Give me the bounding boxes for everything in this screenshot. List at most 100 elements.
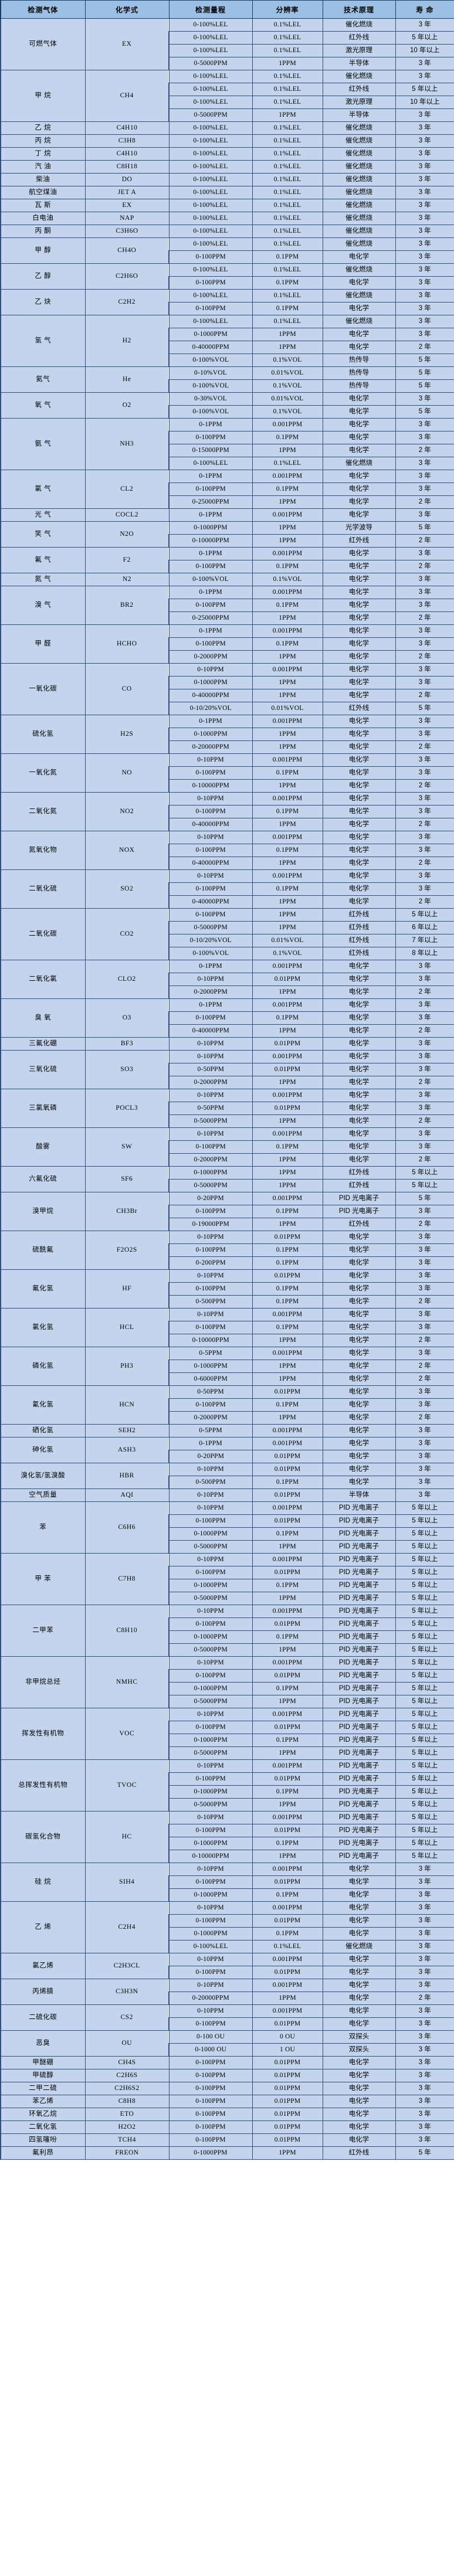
lifespan-cell: 3 年 xyxy=(395,315,454,328)
detection-range-cell: 0-10PPM xyxy=(168,1501,253,1515)
resolution-cell: 0.1PPM xyxy=(252,276,323,290)
table-row: 0-1000 OU 1 OU 双探头 3 年 xyxy=(1,2043,454,2057)
detection-range-cell: 0-1PPM xyxy=(168,508,253,522)
table-row: 0-50PPM 0.01PPM 电化学 3 年 xyxy=(1,1063,454,1076)
resolution-cell: 0.1PPM xyxy=(252,1321,323,1334)
technology-cell: 电化学 xyxy=(322,1256,396,1270)
chemical-formula-cell: C2H6S2 xyxy=(84,2082,170,2095)
resolution-cell: 0.01PPM xyxy=(252,1875,323,1889)
resolution-cell: 1PPM xyxy=(252,1360,323,1373)
lifespan-cell: 2 年 xyxy=(395,1076,454,1089)
technology-cell: 红外线 xyxy=(322,1166,396,1180)
table-row: 硅 烷 SIH4 0-10PPM 0.001PPM 电化学 3 年 xyxy=(0,1863,454,1902)
table-row: 0-2000PPM 1PPM 电化学 2 年 xyxy=(1,985,454,999)
gas-name-cell: 氟 气 xyxy=(0,547,86,573)
detection-range-cell: 0-100PPM xyxy=(168,250,253,264)
resolution-cell: 1PPM xyxy=(252,1334,323,1347)
resolution-cell: 1PPM xyxy=(252,650,323,664)
detection-range-cell: 0-5000PPM xyxy=(168,921,253,934)
resolution-cell: 1PPM xyxy=(252,728,323,741)
detection-range-cell: 0-1PPM xyxy=(168,586,253,599)
technology-cell: 催化燃烧 xyxy=(322,212,396,225)
lifespan-cell: 3 年 xyxy=(395,108,454,122)
resolution-cell: 1PPM xyxy=(252,1411,323,1425)
lifespan-cell: 2 年 xyxy=(395,534,454,548)
table-row: 非甲烷总烃 NMHC 0-10PPM 0.001PPM PID 光电离子 5 年以上 xyxy=(0,1656,454,1708)
lifespan-cell: 3 年 xyxy=(395,1888,454,1902)
resolution-cell: 0.1PPM xyxy=(252,1476,323,1489)
resolution-cell: 1PPM xyxy=(252,985,323,999)
chemical-formula-cell: O3 xyxy=(84,998,170,1038)
technology-cell: 电化学 xyxy=(322,444,396,457)
detection-range-cell: 0-1PPM xyxy=(168,960,253,973)
table-row: 六氟化硫 SF6 0-1000PPM 1PPM 红外线 5 年以上 xyxy=(0,1166,454,1192)
chemical-formula-cell: HCHO xyxy=(84,624,170,664)
table-row: 二氧化碳 CO2 0-100PPM 1PPM 红外线 5 年以上 xyxy=(0,908,454,960)
technology-cell: 电化学 xyxy=(322,1295,396,1309)
lifespan-cell: 3 年 xyxy=(395,1914,454,1928)
table-row: 氰化氢 HCN 0-50PPM 0.01PPM 电化学 3 年 xyxy=(0,1385,454,1425)
lifespan-cell: 5 年以上 xyxy=(395,1759,454,1773)
resolution-cell: 0.1PPM xyxy=(252,1282,323,1296)
technology-cell: 电化学 xyxy=(322,689,396,702)
chemical-formula-cell: CH4 xyxy=(84,70,170,122)
table-row: 0-5000PPM 1PPM 半导体 3 年 xyxy=(1,57,454,70)
detection-range-cell: 0-100%LEL xyxy=(168,96,253,109)
table-row: 0-40000PPM 1PPM 电化学 2 年 xyxy=(1,857,454,870)
gas-name-cell: 丁 烷 xyxy=(0,147,86,161)
resolution-cell: 0 OU xyxy=(252,2030,323,2044)
detection-range-cell: 0-10/20%VOL xyxy=(168,934,253,947)
technology-cell: 电化学 xyxy=(322,998,396,1012)
technology-cell: 电化学 xyxy=(322,431,396,444)
table-row: 0-100PPM 0.01PPM PID 光电离子 5 年以上 xyxy=(1,1514,454,1528)
lifespan-cell: 3 年 xyxy=(395,250,454,264)
lifespan-cell: 3 年 xyxy=(395,1037,454,1051)
table-row: 0-1000PPM 1PPM 电化学 2 年 xyxy=(1,1360,454,1373)
resolution-cell: 0.01PPM xyxy=(252,2095,323,2108)
col-header-technology: 技术原理 xyxy=(322,0,396,19)
technology-cell: 电化学 xyxy=(322,818,396,831)
resolution-cell: 0.1%LEL xyxy=(252,173,323,186)
technology-cell: PID 光电离子 xyxy=(322,1643,396,1657)
technology-cell: 电化学 xyxy=(322,1089,396,1102)
resolution-cell: 0.01PPM xyxy=(252,1037,323,1051)
gas-name-cell: 甲硫醇 xyxy=(0,2069,86,2082)
lifespan-cell: 3 年 xyxy=(395,1488,454,1502)
technology-cell: 电化学 xyxy=(322,1050,396,1063)
gas-name-cell: 碳氢化合物 xyxy=(0,1811,86,1863)
technology-cell: PID 光电离子 xyxy=(322,1656,396,1670)
table-row: 0-1000PPM 1PPM 电化学 3 年 xyxy=(1,676,454,689)
lifespan-cell: 3 年 xyxy=(395,2133,454,2147)
table-row: 一氧化氮 NO 0-10PPM 0.001PPM 电化学 3 年 xyxy=(0,753,454,793)
lifespan-cell: 2 年 xyxy=(395,1153,454,1167)
detection-range-cell: 0-2000PPM xyxy=(168,650,253,664)
technology-cell: 电化学 xyxy=(322,805,396,818)
technology-cell: PID 光电离子 xyxy=(322,1205,396,1218)
technology-cell: 电化学 xyxy=(322,624,396,638)
detection-range-cell: 0-1000PPM xyxy=(168,1630,253,1644)
lifespan-cell: 5 年 xyxy=(395,2146,454,2160)
table-row: 0-5000PPM 1PPM PID 光电离子 5 年以上 xyxy=(1,1643,454,1657)
table-header: 检测气体 化学式 检测量程 分辨率 技术原理 寿 命 xyxy=(0,0,454,19)
lifespan-cell: 8 年以上 xyxy=(395,947,454,960)
technology-cell: 红外线 xyxy=(322,1218,396,1231)
gas-detection-table: 检测气体 化学式 检测量程 分辨率 技术原理 寿 命 可燃气体 EX 0-100%L… xyxy=(0,0,454,2160)
table-row: 环氧乙烷 ETO 0-100PPM 0.01PPM 电化学 3 年 xyxy=(0,2108,454,2121)
chemical-formula-cell: C7H8 xyxy=(84,1553,170,1605)
gas-name-cell: 白电油 xyxy=(0,212,86,225)
lifespan-cell: 3 年 xyxy=(395,1321,454,1334)
detection-range-cell: 0-5PPM xyxy=(168,1424,253,1437)
detection-range-cell: 0-100%LEL xyxy=(168,134,253,148)
technology-cell: 电化学 xyxy=(322,1153,396,1167)
technology-cell: 电化学 xyxy=(322,857,396,870)
resolution-cell: 0.01PPM xyxy=(252,1231,323,1244)
gas-name-cell: 柴油 xyxy=(0,173,86,186)
lifespan-cell: 5 年以上 xyxy=(395,1824,454,1837)
table-row: 0-10000PPM 1PPM 电化学 2 年 xyxy=(1,1334,454,1347)
technology-cell: 电化学 xyxy=(322,1127,396,1141)
resolution-cell: 0.1PPM xyxy=(252,1140,323,1154)
detection-range-cell: 0-100PPM xyxy=(168,844,253,857)
detection-range-cell: 0-1000PPM xyxy=(168,1682,253,1695)
gas-name-cell: 溴甲烷 xyxy=(0,1192,86,1231)
gas-name-cell: 硫化氢 xyxy=(0,715,86,754)
